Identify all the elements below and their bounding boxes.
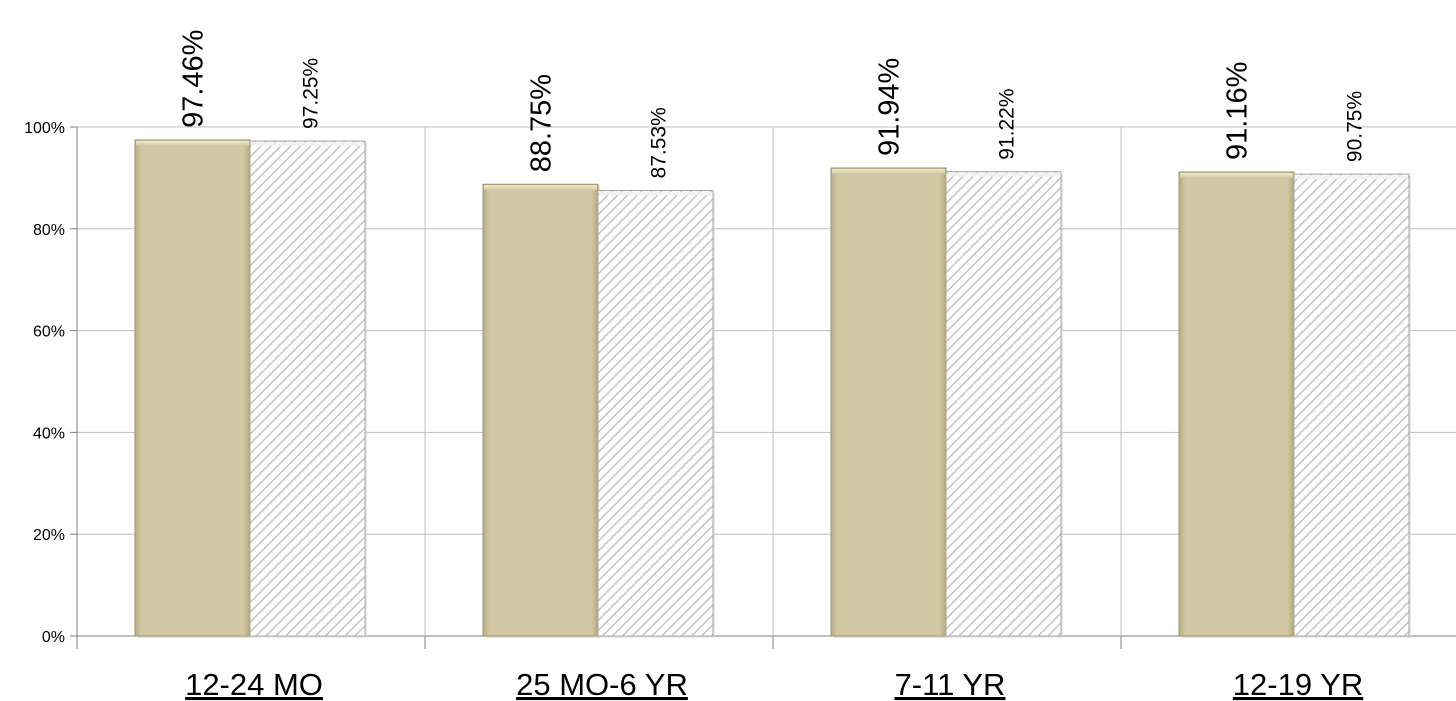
bar-series-1	[1178, 171, 1295, 637]
data-label: 97.46%	[178, 30, 210, 128]
bar-series-1	[482, 183, 599, 637]
x-category-label: 12-19 YR	[1233, 667, 1363, 701]
x-category-label: 25 MO-6 YR	[516, 667, 688, 701]
data-label: 88.75%	[526, 74, 558, 172]
bar-series-1	[830, 167, 947, 637]
bar-series-2	[945, 171, 1062, 637]
y-tick-label: 40%	[33, 425, 65, 442]
bar-bevel	[484, 185, 597, 191]
data-label: 91.94%	[874, 58, 906, 156]
y-tick-label: 20%	[33, 527, 65, 544]
bar-series-1	[134, 139, 251, 637]
data-label: 91.22%	[996, 88, 1019, 159]
bar-bevel	[251, 141, 364, 146]
bar-bevel	[1180, 172, 1293, 178]
bar-series-2	[1293, 173, 1410, 637]
y-tick-label: 80%	[33, 222, 65, 239]
bar-series-2	[249, 140, 366, 637]
y-tick-label: 0%	[42, 629, 65, 646]
bar-bevel	[832, 169, 945, 175]
data-label: 91.16%	[1222, 62, 1254, 160]
bar-bevel	[1295, 175, 1408, 180]
bar-bevel	[136, 140, 249, 146]
bar-bevel	[599, 191, 712, 196]
bar-bevel	[947, 172, 1060, 177]
data-label: 97.25%	[300, 58, 323, 129]
data-label: 87.53%	[648, 107, 671, 178]
x-category-label: 7-11 YR	[895, 667, 1006, 701]
bar-series-2	[597, 189, 714, 637]
data-label: 90.75%	[1344, 91, 1367, 162]
y-tick-label: 60%	[33, 324, 65, 341]
x-category-label: 12-24 MO	[185, 667, 323, 701]
y-tick-label: 100%	[24, 120, 65, 137]
